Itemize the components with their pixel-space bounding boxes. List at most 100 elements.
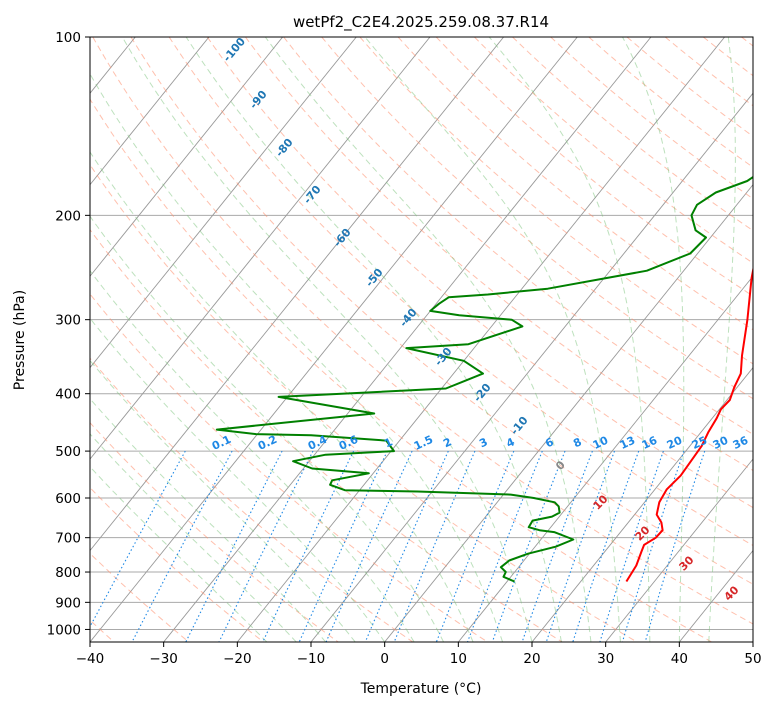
mixing-ratio-label: 20 xyxy=(665,434,685,452)
moist-adiabat-label: 0 xyxy=(553,458,568,473)
mixing-ratio-line xyxy=(599,450,664,642)
dry-adiabat-line xyxy=(321,37,753,400)
dry-adiabat-line xyxy=(90,98,712,642)
isotherm-line xyxy=(90,37,210,186)
isotherm-line xyxy=(163,37,652,642)
dry-adiabat-line xyxy=(741,37,753,47)
isobar-grid xyxy=(90,37,753,630)
isotherm-line xyxy=(531,366,753,642)
isotherm-label: -60 xyxy=(331,226,354,250)
mixing-ratio-line xyxy=(298,450,388,642)
moist-adiabat-line xyxy=(264,37,592,642)
dry-adiabat-line xyxy=(588,37,753,168)
moist-adiabat-line xyxy=(622,37,685,642)
dry-adiabat-line xyxy=(474,37,753,264)
mixing-ratio-line xyxy=(325,450,413,642)
y-axis-label: Pressure (hPa) xyxy=(12,290,28,390)
isotherm-label: -90 xyxy=(247,88,270,112)
mixing-ratio-label: 3 xyxy=(477,435,489,450)
dry-adiabat-line xyxy=(90,552,190,642)
isotherm-line xyxy=(678,549,753,642)
mixing-ratio-label: 16 xyxy=(640,434,660,452)
dry-adiabat-line xyxy=(90,228,563,642)
isotherm-label: -40 xyxy=(397,306,420,330)
mixing-ratio-label: 0.6 xyxy=(337,433,360,453)
mixing-ratio-line xyxy=(393,450,476,642)
plot-frame xyxy=(89,36,754,643)
isotherm-grid xyxy=(0,37,753,642)
dry-adiabat-label: 30 xyxy=(677,553,697,573)
dry-adiabat-line xyxy=(244,37,753,472)
x-tick-label: −20 xyxy=(223,651,252,667)
mixing-ratio-label: 36 xyxy=(731,434,751,452)
mixing-ratio-label: 13 xyxy=(618,434,637,452)
mixing-ratio-label: 8 xyxy=(571,435,583,450)
x-tick-label: 20 xyxy=(523,651,540,667)
y-tick-label: 100 xyxy=(55,30,81,46)
y-axis: 100 200 300 400 500 600 700 800 900 1000 xyxy=(47,30,90,638)
temperature-profile-line xyxy=(625,265,753,583)
moist-adiabat-line xyxy=(90,359,356,642)
dry-adiabat-lines xyxy=(90,37,753,642)
moist-adiabat-line xyxy=(90,73,503,642)
isotherm-line xyxy=(90,37,283,277)
mixing-ratio-label: 6 xyxy=(543,435,556,450)
x-tick-label: −10 xyxy=(297,651,326,667)
x-tick-label: 30 xyxy=(597,651,614,667)
x-tick-label: −40 xyxy=(76,651,105,667)
dry-adiabat-line xyxy=(90,486,264,642)
dry-adiabat-line xyxy=(90,293,488,642)
mixing-ratio-line xyxy=(466,450,543,642)
isotherm-line xyxy=(90,37,578,642)
mixing-ratio-lines xyxy=(90,450,706,642)
dry-adiabat-line xyxy=(359,37,753,365)
mixing-ratio-label: 25 xyxy=(690,434,709,452)
isotherm-label: -70 xyxy=(301,183,324,207)
mixing-ratio-line xyxy=(364,450,449,642)
y-tick-label: 400 xyxy=(55,387,81,403)
mixing-ratio-line xyxy=(621,450,685,642)
y-tick-label: 700 xyxy=(55,531,81,547)
isotherm-line xyxy=(605,458,753,642)
moist-adiabat-line xyxy=(121,37,533,642)
isotherm-label: -30 xyxy=(432,345,455,369)
moist-adiabat-line xyxy=(364,37,621,642)
dry-adiabat-line xyxy=(90,357,414,642)
dry-adiabat-line xyxy=(92,37,753,625)
mixing-ratio-label: 1.5 xyxy=(412,433,435,453)
isotherm-line xyxy=(90,37,357,369)
moist-adiabat-line xyxy=(90,151,474,642)
mixing-ratio-line xyxy=(572,450,640,642)
isotherm-line xyxy=(0,37,62,642)
mixing-ratio-label: 10 xyxy=(591,434,611,452)
dry-adiabat-line xyxy=(130,37,753,585)
y-tick-label: 600 xyxy=(55,491,81,507)
x-tick-label: 40 xyxy=(671,651,688,667)
x-axis-label: Temperature (°C) xyxy=(360,681,482,697)
isotherm-line xyxy=(752,641,753,642)
plot-area: -100-90-80-70-60-50-40-30-20-100.1 0.2 0.4… xyxy=(0,37,753,642)
x-tick-label: −30 xyxy=(149,651,178,667)
y-tick-label: 1000 xyxy=(47,622,81,638)
series-layer xyxy=(215,175,753,583)
mixing-ratio-line xyxy=(218,450,314,642)
mixing-ratio-label: 30 xyxy=(711,434,731,452)
isotherm-line xyxy=(90,37,431,460)
isotherm-label: -50 xyxy=(363,266,386,290)
mixing-ratio-label: 4 xyxy=(504,435,517,450)
mixing-ratio-label: 0.2 xyxy=(256,433,279,453)
dry-adiabat-line xyxy=(550,37,753,200)
moist-adiabat-line xyxy=(488,37,651,642)
y-tick-label: 300 xyxy=(55,313,81,329)
mixing-ratio-line xyxy=(545,450,616,642)
moist-adiabat-line xyxy=(90,317,386,642)
dry-adiabat-label: 10 xyxy=(591,492,611,512)
line-labels: -100-90-80-70-60-50-40-30-20-100.1 0.2 0.4… xyxy=(210,37,751,604)
mixing-ratio-line xyxy=(90,450,186,628)
isotherm-line xyxy=(90,37,504,552)
x-tick-label: 50 xyxy=(744,651,761,667)
x-axis: −40 −30 −20 −10 0 10 20 30 40 50 xyxy=(76,642,762,667)
chart-title: wetPf2_C2E4.2025.259.08.37.R14 xyxy=(293,13,549,32)
dewpoint-profile-line xyxy=(215,175,753,583)
mixing-ratio-line xyxy=(644,450,706,642)
